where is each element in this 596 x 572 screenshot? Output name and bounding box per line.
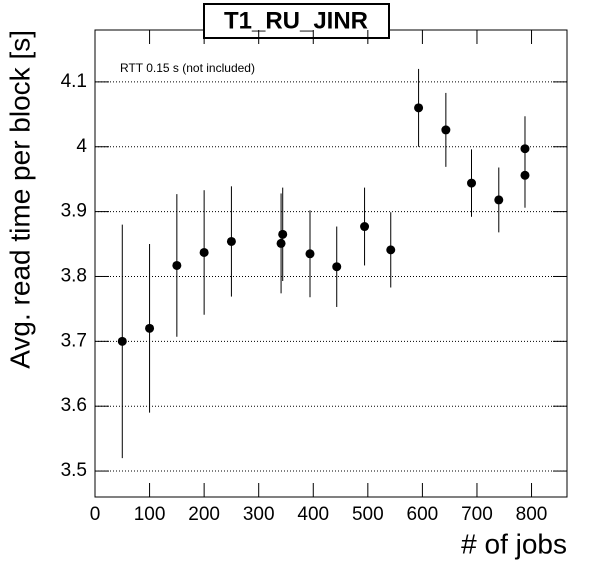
data-point [145, 323, 155, 333]
data-point [226, 236, 236, 246]
data-point [520, 144, 530, 154]
x-axis-label: # of jobs [461, 528, 567, 559]
title-box [203, 3, 390, 39]
data-point [332, 262, 342, 272]
data-point [494, 195, 504, 205]
data-point [441, 125, 451, 135]
annotation: RTT 0.15 s (not included) [120, 61, 255, 75]
y-axis-label: Avg. read time per block [s] [4, 30, 35, 369]
y-tick-label: 3.8 [61, 265, 87, 286]
y-tick-label: 3.9 [61, 201, 87, 222]
x-tick-label: 100 [134, 504, 166, 525]
data-point [414, 103, 424, 113]
plot-frame [94, 29, 568, 498]
data-point [276, 238, 286, 248]
x-tick-label: 0 [90, 504, 101, 525]
x-tick-label: 600 [407, 504, 439, 525]
y-tick-label: 3.6 [61, 395, 87, 416]
data-point [278, 229, 288, 239]
x-tick-label: 800 [516, 504, 548, 525]
x-tick-label: 700 [461, 504, 493, 525]
x-tick-label: 300 [243, 504, 275, 525]
data-point [117, 336, 127, 346]
data-point [305, 249, 315, 259]
x-tick-label: 500 [352, 504, 384, 525]
data-point [172, 260, 182, 270]
y-tick-label: 4.1 [61, 71, 87, 92]
chart-title: T1_RU_JINR [224, 7, 368, 34]
data-point [360, 222, 370, 232]
y-tick-label: 4 [76, 136, 87, 157]
data-point [467, 178, 477, 188]
x-tick-label: 200 [188, 504, 220, 525]
data-point [386, 245, 396, 255]
data-point [199, 247, 209, 257]
x-tick-label: 400 [297, 504, 329, 525]
y-tick-label: 3.7 [61, 330, 87, 351]
y-tick-label: 3.5 [61, 460, 87, 481]
